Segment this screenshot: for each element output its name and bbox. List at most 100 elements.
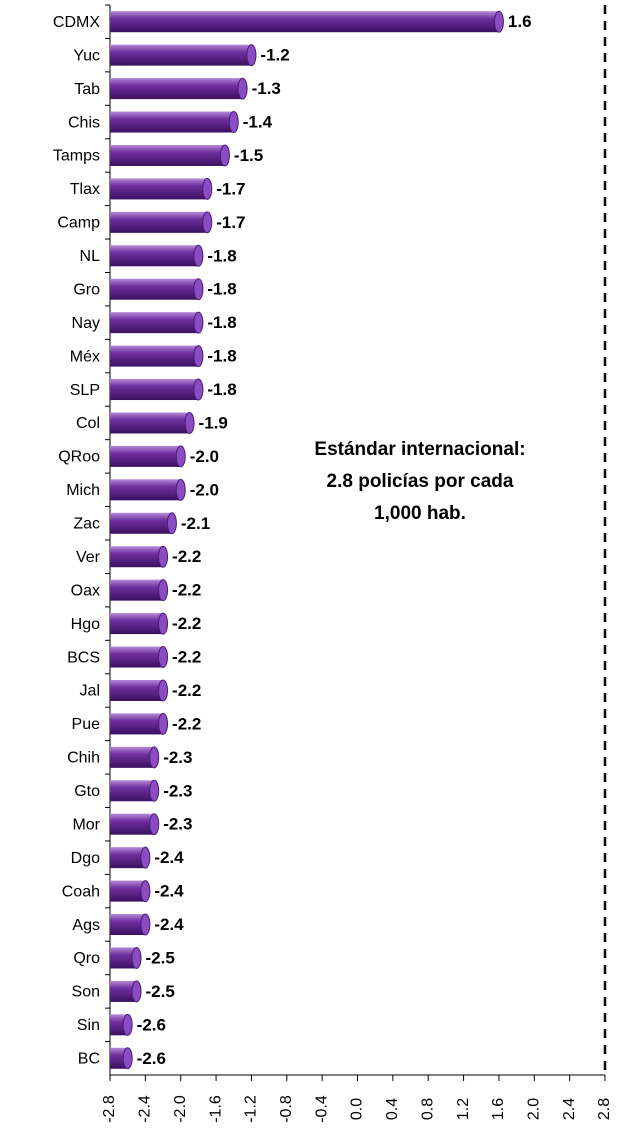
- bar: [110, 379, 199, 401]
- value-label: -1.8: [207, 246, 236, 265]
- bar: [110, 579, 164, 601]
- bar-cap: [228, 111, 239, 134]
- x-tick-label: 1.6: [490, 1098, 507, 1120]
- x-tick-label: 2.0: [526, 1098, 543, 1120]
- y-tick-label: CDMX: [53, 14, 100, 31]
- y-tick-label: Ags: [72, 917, 100, 934]
- value-label: -2.5: [146, 948, 175, 967]
- bar-cap: [202, 211, 213, 234]
- bar: [110, 947, 137, 969]
- annotation: 2.8 policías por cada: [327, 471, 514, 492]
- bar: [110, 412, 190, 434]
- bar-cap: [158, 612, 169, 635]
- value-label: -2.5: [146, 982, 175, 1001]
- value-label: -2.2: [172, 581, 201, 600]
- bar-cap: [246, 44, 257, 67]
- y-tick-label: Jal: [80, 683, 100, 700]
- y-tick-label: Mich: [66, 482, 100, 499]
- bar-cap: [158, 646, 169, 669]
- y-tick-label: Chih: [67, 750, 100, 767]
- bar-cap: [175, 445, 186, 468]
- y-tick-label: Gro: [73, 281, 100, 298]
- x-tick-label: -1.2: [243, 1095, 260, 1123]
- bar: [110, 111, 234, 133]
- value-label: -1.7: [216, 179, 245, 198]
- annotation: 1,000 hab.: [374, 503, 466, 524]
- value-label: -2.3: [163, 748, 192, 767]
- value-label: -2.4: [154, 882, 184, 901]
- bar-cap: [149, 813, 160, 836]
- x-tick-label: 1.2: [455, 1098, 472, 1120]
- value-label: -2.0: [190, 480, 219, 499]
- y-tick-label: Coah: [62, 883, 100, 900]
- bar-cap: [193, 378, 204, 401]
- y-tick-label: Oax: [71, 582, 100, 599]
- bar: [110, 746, 155, 768]
- bar-cap: [158, 545, 169, 568]
- bar: [110, 512, 172, 534]
- bar: [110, 345, 199, 367]
- value-label: -1.2: [260, 46, 289, 65]
- value-label: -1.8: [207, 280, 236, 299]
- x-tick-label: 2.8: [596, 1098, 613, 1120]
- x-tick-label: 0.4: [384, 1098, 401, 1120]
- bar: [110, 679, 164, 701]
- value-label: -1.8: [207, 313, 236, 332]
- value-label: -1.3: [252, 79, 281, 98]
- y-tick-label: Yuc: [73, 47, 100, 64]
- x-tick-label: -1.6: [207, 1095, 224, 1123]
- y-tick-label: Tamps: [53, 148, 100, 165]
- y-tick-label: Dgo: [71, 850, 100, 867]
- x-tick-label: -0.8: [278, 1095, 295, 1123]
- bar: [110, 546, 164, 568]
- x-tick-label: -0.4: [313, 1095, 330, 1123]
- bar: [110, 78, 243, 100]
- value-label: -2.2: [172, 714, 201, 733]
- value-label: -2.4: [154, 915, 184, 934]
- bar-cap: [140, 880, 151, 903]
- bar: [110, 980, 137, 1002]
- bar: [110, 780, 155, 802]
- bar-cap: [184, 411, 195, 434]
- y-tick-label: Méx: [70, 348, 100, 365]
- value-label: -1.9: [199, 413, 228, 432]
- bar-cap: [149, 746, 160, 769]
- y-tick-label: Gto: [74, 783, 100, 800]
- bar-cap: [140, 913, 151, 936]
- value-label: -2.1: [181, 514, 210, 533]
- value-label: -2.4: [154, 848, 184, 867]
- y-tick-label: Tab: [74, 81, 100, 98]
- bar: [110, 11, 499, 33]
- value-label: -2.0: [190, 447, 219, 466]
- y-tick-label: SLP: [70, 382, 100, 399]
- y-tick-label: Col: [76, 415, 100, 432]
- bar-cap: [158, 712, 169, 735]
- bar-cap: [122, 1047, 133, 1070]
- y-tick-label: Ver: [76, 549, 101, 566]
- y-tick-label: Mor: [72, 816, 100, 833]
- bar: [110, 278, 199, 300]
- y-tick-label: NL: [80, 248, 101, 265]
- x-tick-label: -2.8: [101, 1095, 118, 1123]
- annotation: Estándar internacional:: [314, 439, 525, 460]
- value-label: -2.6: [137, 1049, 166, 1068]
- value-label: -1.5: [234, 146, 263, 165]
- bar: [110, 144, 225, 166]
- x-tick-label: 0.8: [419, 1098, 436, 1120]
- bar-cap: [193, 345, 204, 368]
- bar-cap: [122, 1013, 133, 1036]
- x-tick-label: -2.4: [137, 1095, 154, 1123]
- bar: [110, 245, 199, 267]
- bar-cap: [193, 278, 204, 301]
- y-tick-label: Chis: [68, 114, 100, 131]
- y-tick-label: Sin: [77, 1017, 100, 1034]
- bar: [110, 813, 155, 835]
- y-tick-label: Camp: [57, 215, 100, 232]
- y-tick-label: BC: [78, 1051, 100, 1068]
- value-label: -2.2: [172, 648, 201, 667]
- bar-cap: [166, 512, 177, 535]
- value-label: -1.8: [207, 380, 236, 399]
- y-tick-label: Son: [72, 984, 100, 1001]
- bar: [110, 880, 146, 902]
- bar-cap: [158, 579, 169, 602]
